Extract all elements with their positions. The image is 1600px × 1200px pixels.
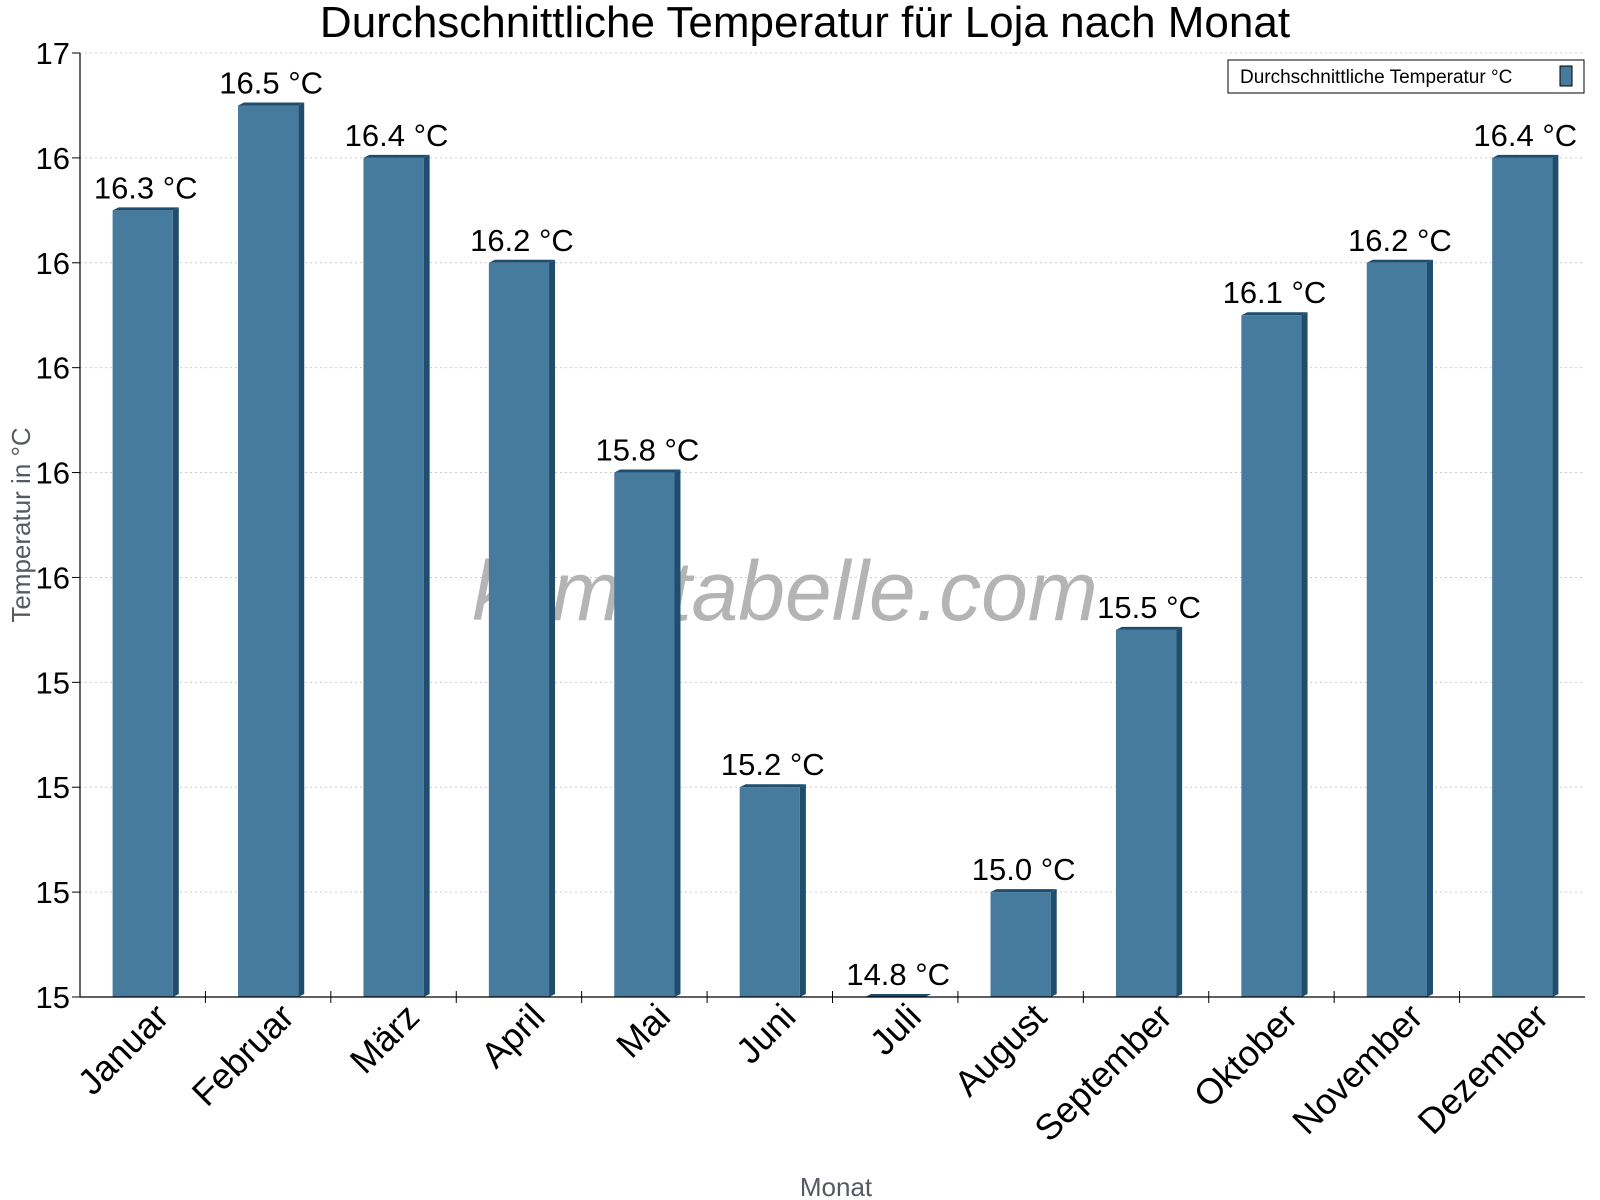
bar-juni bbox=[739, 784, 806, 997]
legend-label: Durchschnittliche Temperatur °C bbox=[1240, 67, 1512, 88]
bar-september bbox=[1115, 626, 1183, 997]
bar-front bbox=[488, 262, 550, 997]
bars bbox=[112, 102, 1559, 998]
x-tick-label: April bbox=[473, 996, 553, 1076]
y-tick-label: 15 bbox=[36, 770, 70, 805]
bar-front bbox=[739, 787, 800, 997]
data-label: 15.0 °C bbox=[972, 852, 1076, 887]
bar-side bbox=[549, 259, 556, 997]
bar-oktober bbox=[1241, 312, 1308, 997]
y-tick-label: 15 bbox=[36, 875, 70, 910]
y-tick-label: 15 bbox=[36, 665, 70, 700]
x-tick-label: September bbox=[1026, 996, 1180, 1150]
y-tick-label: 16 bbox=[36, 560, 70, 595]
x-tick-label: Juni bbox=[728, 996, 804, 1072]
data-label: 16.5 °C bbox=[219, 65, 323, 100]
data-label: 16.2 °C bbox=[470, 223, 574, 258]
bar-juli bbox=[865, 994, 932, 997]
bar-front bbox=[990, 892, 1051, 997]
bar-front bbox=[238, 105, 299, 997]
grid-lines bbox=[80, 52, 1585, 893]
data-label: 15.2 °C bbox=[721, 747, 825, 782]
x-tick-label: Juli bbox=[862, 996, 929, 1063]
bar-side bbox=[423, 154, 430, 997]
bar-front bbox=[1115, 629, 1177, 997]
bar-top bbox=[1241, 312, 1308, 316]
x-tick-label: November bbox=[1284, 996, 1430, 1142]
data-label: 15.8 °C bbox=[596, 433, 700, 468]
data-label: 14.8 °C bbox=[846, 957, 950, 992]
bar-dezember bbox=[1492, 154, 1559, 997]
bar-top bbox=[614, 469, 681, 473]
bar-top bbox=[363, 154, 430, 158]
bar-mai bbox=[614, 469, 681, 997]
y-tick-label: 15 bbox=[36, 980, 70, 1015]
bar-januar bbox=[112, 207, 179, 998]
bar-side bbox=[1050, 889, 1057, 997]
y-axis-tick-labels: 15 15 15 15 16 16 16 16 16 17 bbox=[36, 36, 70, 1015]
bar-top bbox=[1115, 626, 1183, 630]
x-axis-tick-labels: Januar Februar März April Mai Juni Juli AugustS… bbox=[70, 996, 1556, 1150]
bar-februar bbox=[238, 102, 305, 997]
bar-top bbox=[488, 259, 556, 263]
data-labels: 16.3 °C 16.5 °C 16.4 °C 16.2 °C 15.8 °C 15.2 … bbox=[94, 65, 1577, 992]
data-label: 15.5 °C bbox=[1097, 590, 1201, 625]
x-tick-label: Februar bbox=[184, 996, 302, 1114]
data-label: 16.4 °C bbox=[345, 118, 449, 153]
y-axis-title: Temperatur in °C bbox=[6, 427, 36, 622]
bar-top bbox=[990, 889, 1057, 893]
x-axis-title: Monat bbox=[800, 1172, 873, 1200]
y-tick-label: 16 bbox=[36, 246, 70, 281]
bar-top bbox=[1492, 154, 1559, 158]
bar-top bbox=[865, 994, 932, 997]
bar-front bbox=[112, 210, 173, 998]
legend: Durchschnittliche Temperatur °C bbox=[1227, 59, 1585, 94]
bar-side bbox=[799, 784, 806, 997]
bar-august bbox=[990, 889, 1057, 997]
y-tick-label: 16 bbox=[36, 456, 70, 491]
bar-märz bbox=[363, 154, 430, 997]
legend-box bbox=[1227, 59, 1585, 94]
bar-side bbox=[1176, 626, 1183, 997]
bar-top bbox=[112, 207, 179, 211]
x-tick-label: Mai bbox=[608, 996, 678, 1066]
x-tick-label: Oktober bbox=[1186, 996, 1306, 1116]
bar-side bbox=[674, 469, 681, 997]
bar-top bbox=[238, 102, 305, 106]
bar-front bbox=[1492, 157, 1553, 997]
bar-front bbox=[1366, 262, 1427, 997]
data-label: 16.1 °C bbox=[1223, 275, 1327, 310]
bar-side bbox=[298, 102, 305, 997]
legend-swatch bbox=[1559, 65, 1573, 87]
x-tick-label: März bbox=[342, 996, 428, 1082]
watermark: klimatabelle.com bbox=[472, 544, 1098, 638]
x-tick-label: Dezember bbox=[1410, 996, 1556, 1142]
axes bbox=[72, 52, 1585, 1003]
bar-front bbox=[614, 472, 675, 997]
chart-title: Durchschnittliche Temperatur für Loja na… bbox=[320, 0, 1290, 47]
bar-front bbox=[1241, 315, 1302, 997]
bar-november bbox=[1366, 259, 1433, 997]
bar-side bbox=[1552, 154, 1559, 997]
data-label: 16.2 °C bbox=[1348, 223, 1452, 258]
data-label: 16.3 °C bbox=[94, 170, 198, 205]
bar-front bbox=[363, 157, 424, 997]
y-tick-label: 16 bbox=[36, 351, 70, 386]
data-label: 16.4 °C bbox=[1473, 118, 1577, 153]
x-tick-label: August bbox=[946, 996, 1054, 1104]
bar-top bbox=[739, 784, 806, 788]
bar-side bbox=[1301, 312, 1308, 997]
bar-side bbox=[172, 207, 179, 998]
x-tick-label: Januar bbox=[70, 996, 177, 1103]
y-tick-label: 16 bbox=[36, 141, 70, 176]
bar-side bbox=[1426, 259, 1433, 997]
bar-april bbox=[488, 259, 556, 997]
y-tick-label: 17 bbox=[36, 36, 70, 71]
bar-top bbox=[1366, 259, 1433, 263]
